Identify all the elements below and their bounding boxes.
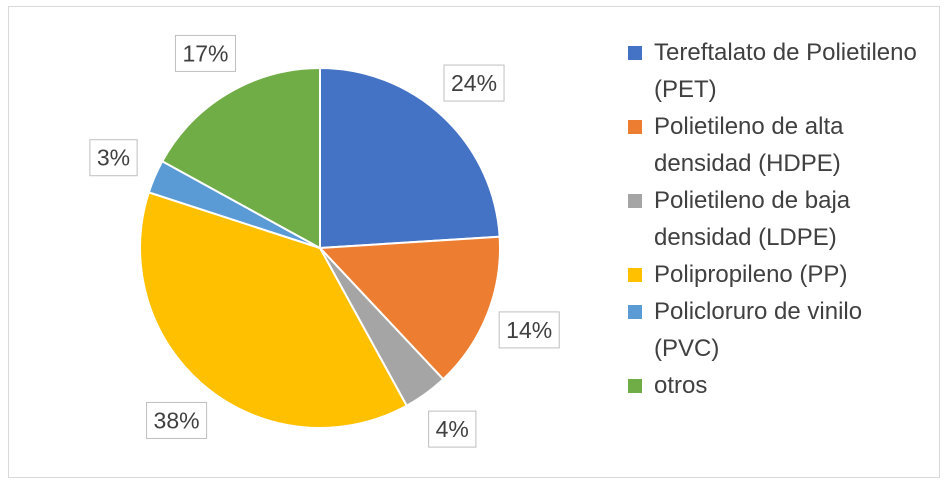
pie-slice <box>160 66 321 250</box>
legend-item: Policloruro de vinilo (PVC) <box>628 293 928 367</box>
pie-slice <box>139 191 409 429</box>
legend-label: otros <box>654 372 708 399</box>
data-label-box <box>498 311 560 349</box>
legend-swatch <box>628 268 642 282</box>
legend-item: Polietileno de alta densidad (HDPE) <box>628 108 928 182</box>
data-label-box <box>174 34 236 72</box>
data-label: 4% <box>436 416 469 442</box>
pie-slice <box>319 66 501 250</box>
data-label-box <box>89 139 138 177</box>
legend-label: Polipropileno (PP) <box>654 261 848 288</box>
legend-label: Policloruro de vinilo (PVC) <box>654 298 863 362</box>
legend-swatch <box>628 305 642 319</box>
legend-label: Tereftalato de Polietileno (PET) <box>654 39 917 103</box>
data-label: 3% <box>97 145 130 171</box>
legend-item: Tereftalato de Polietileno (PET) <box>628 34 928 108</box>
data-label: 38% <box>154 407 200 433</box>
chart-border <box>8 6 940 478</box>
legend-label: Polietileno de alta densidad (HDPE) <box>654 113 844 177</box>
data-label-box <box>146 401 208 439</box>
legend-item: otros <box>628 367 928 404</box>
legend-swatch <box>628 120 642 134</box>
legend-item: Polipropileno (PP) <box>628 256 928 293</box>
legend: Tereftalato de Polietileno (PET) Polietil… <box>628 34 928 404</box>
data-label: 24% <box>451 70 497 96</box>
data-label-box <box>443 64 505 102</box>
legend-swatch <box>628 194 642 208</box>
pie-slice <box>317 235 501 381</box>
data-label: 17% <box>182 40 228 66</box>
legend-label: Polietileno de baja densidad (LDPE) <box>654 187 851 251</box>
data-label-box <box>428 410 477 448</box>
data-label: 14% <box>506 317 552 343</box>
legend-swatch <box>628 379 642 393</box>
legend-item: Polietileno de baja densidad (LDPE) <box>628 182 928 256</box>
legend-swatch <box>628 46 642 60</box>
